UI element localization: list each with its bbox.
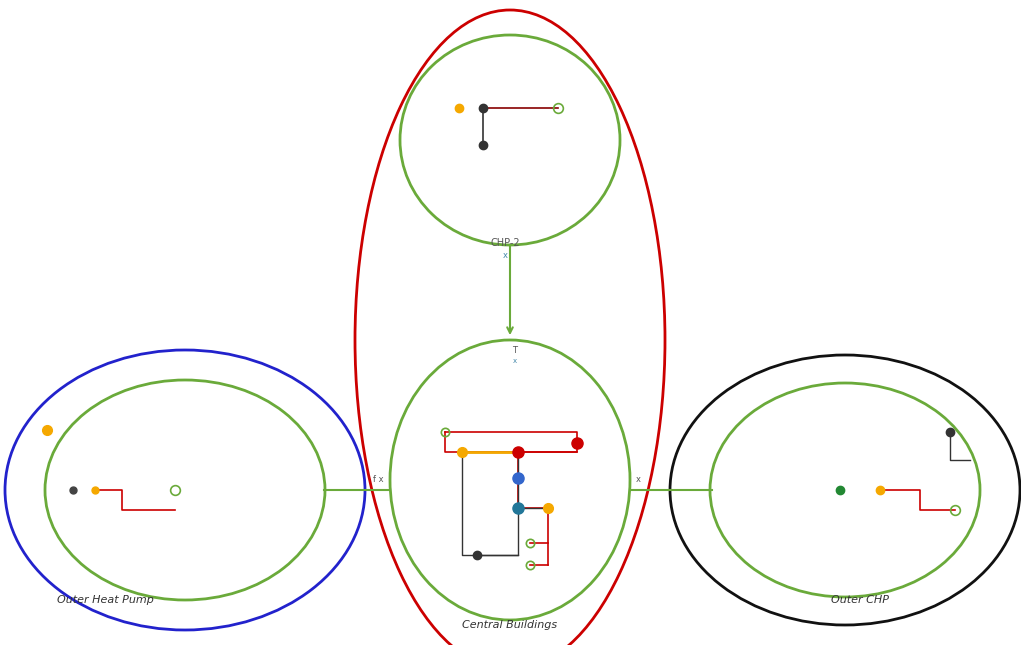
- Text: CHP-2: CHP-2: [490, 238, 520, 248]
- Text: x: x: [636, 475, 641, 484]
- Text: Outer CHP: Outer CHP: [831, 595, 889, 605]
- Text: Outer Heat Pump: Outer Heat Pump: [56, 595, 153, 605]
- Text: Central Buildings: Central Buildings: [463, 620, 557, 630]
- Text: x: x: [502, 251, 507, 260]
- Text: x: x: [513, 358, 517, 364]
- Text: f x: f x: [374, 475, 384, 484]
- Text: T: T: [513, 346, 518, 355]
